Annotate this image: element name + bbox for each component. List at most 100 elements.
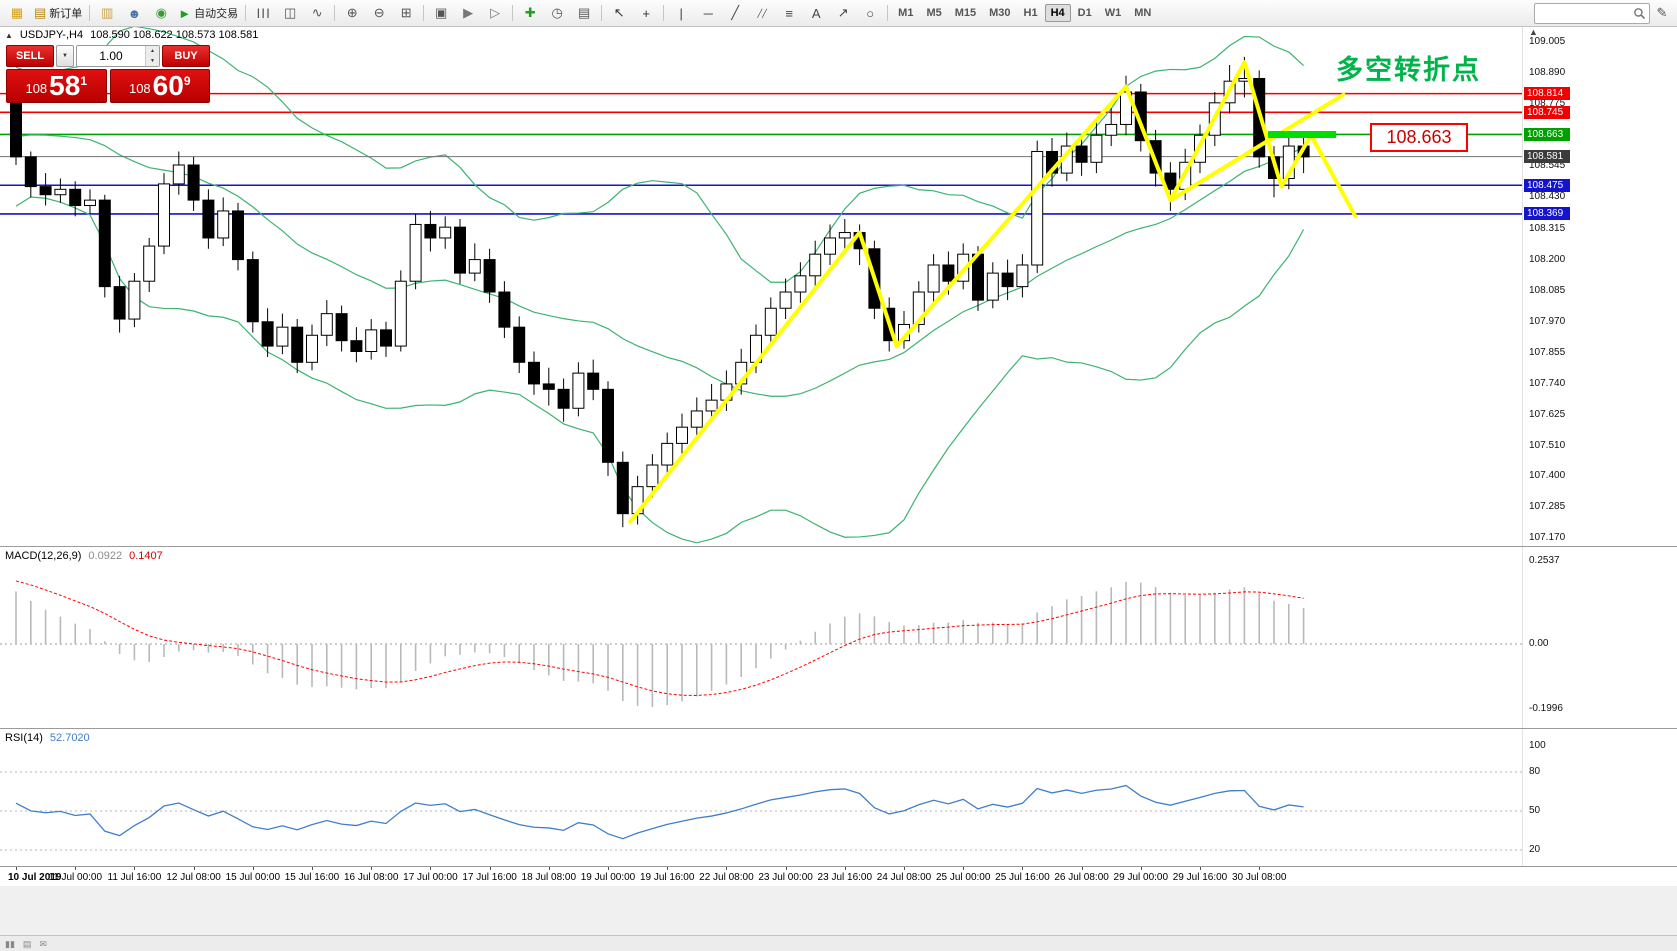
volume-box: ▲ ▼ (76, 45, 160, 67)
price-axis[interactable]: 109.005108.890108.775108.660108.545108.4… (1522, 26, 1677, 546)
line-chart-mode-icon[interactable]: ∿ (304, 3, 330, 23)
time-tick (252, 867, 254, 870)
time-label: 30 Jul 08:00 (1231, 872, 1287, 883)
trendline-icon[interactable]: ╱ (722, 3, 748, 23)
new-order-button[interactable]: ▤ 新订单 (31, 3, 85, 23)
timeframe-w1-button[interactable]: W1 (1104, 7, 1122, 19)
channel-icon[interactable]: ╱╱ (749, 3, 775, 23)
arrows-tool-icon[interactable]: ↗ (830, 3, 856, 23)
time-tick (75, 867, 77, 870)
chart-annotation-text[interactable]: 多空转折点 (1336, 55, 1481, 85)
time-tick (430, 867, 432, 870)
price-level-callout[interactable]: 108.663 (1370, 123, 1468, 152)
price-pane[interactable]: 109.005108.890108.775108.660108.545108.4… (0, 26, 1677, 546)
time-label: 22 Jul 08:00 (699, 872, 754, 883)
rsi-pane[interactable]: 100 80 50 20 RSI(14) 52.7020 (0, 728, 1677, 867)
macd-chart-canvas[interactable] (0, 547, 1522, 728)
periods-icon[interactable]: ◷ (544, 3, 570, 23)
timeframe-h4-button[interactable]: H4 (1044, 4, 1071, 22)
auto-scroll-icon[interactable]: ▷ (482, 3, 508, 23)
mailbox-icon[interactable]: ✉ (39, 938, 47, 949)
candlestick-mode-icon[interactable]: ◫ (277, 3, 303, 23)
rsi-header: RSI(14) 52.7020 (5, 732, 90, 744)
volume-input[interactable] (77, 46, 145, 66)
collapse-arrow-icon[interactable]: ▲ (5, 30, 13, 40)
zoom-in-icon[interactable]: ⊕ (339, 3, 365, 23)
horizontal-line-icon[interactable]: ─ (695, 3, 721, 23)
price-chart-canvas[interactable] (0, 26, 1522, 546)
buy-price-button[interactable]: 108 60 9 (109, 69, 210, 103)
templates-icon[interactable]: ▤ (571, 3, 597, 23)
search-icon (1633, 7, 1646, 20)
rsi-value: 52.7020 (49, 732, 90, 744)
connection-icon[interactable]: ▮▮ (5, 938, 15, 949)
macd-axis[interactable]: 0.2537 0.00 -0.1996 (1522, 547, 1677, 729)
macd-signal-value: 0.1407 (129, 550, 163, 562)
price-tag: 108.475 (1524, 178, 1570, 192)
scroll-to-end-icon[interactable]: ▲ (1529, 27, 1538, 37)
axis-label: -0.1996 (1529, 703, 1563, 714)
arrange-icon[interactable]: ▣ (428, 3, 454, 23)
timeframe-d1-button[interactable]: D1 (1077, 7, 1092, 19)
refresh-icon-glyph: ◉ (155, 5, 167, 20)
toolbar: ▦ ▤ 新订单 ▥ ☻ ◉ ► 自动交易 ┃┃┃ ◫ ∿ ⊕ ⊖ ⊞ ▣ ▶ ▷ ✚ ◷ ▤ ↖ + | ─ ╱ ╱╱ ≡ A ↗ ○ M1… (0, 0, 1677, 27)
fibonacci-icon-glyph: ≡ (785, 5, 793, 21)
timeframe-m1-button[interactable]: M1 (898, 7, 914, 19)
fibonacci-icon[interactable]: ≡ (776, 3, 802, 23)
charts-icon[interactable]: ▥ (94, 3, 120, 23)
chart-window[interactable]: 109.005108.890108.775108.660108.545108.4… (0, 26, 1677, 887)
time-label: 25 Jul 16:00 (995, 872, 1050, 883)
shift-chart-icon[interactable]: ▶ (455, 3, 481, 23)
zoom-out-icon[interactable]: ⊖ (366, 3, 392, 23)
macd-pane[interactable]: 0.2537 0.00 -0.1996 MACD(12,26,9) 0.0922 0… (0, 546, 1677, 729)
shapes-tool-icon[interactable]: ○ (857, 3, 883, 23)
price-tag: 108.369 (1524, 207, 1570, 221)
profile-icon[interactable]: ▤ (22, 938, 32, 949)
crosshair-icon[interactable]: + (633, 3, 659, 23)
axis-label: 108.890 (1529, 67, 1566, 79)
time-label: 25 Jul 00:00 (935, 872, 991, 883)
time-tick (1022, 867, 1024, 870)
volume-dropdown-button[interactable]: ▼ (56, 45, 74, 67)
macd-main-value: 0.0922 (88, 550, 123, 562)
rsi-chart-canvas[interactable] (0, 729, 1522, 866)
cursor-icon[interactable]: ↖ (606, 3, 632, 23)
sell-price-button[interactable]: 108 58 1 (6, 69, 107, 103)
time-label: 23 Jul 00:00 (758, 872, 813, 883)
auto-scroll-icon-glyph: ▷ (490, 5, 501, 20)
refresh-icon[interactable]: ◉ (148, 3, 174, 23)
time-tick (1081, 867, 1083, 870)
trendline-icon-glyph: ╱ (731, 5, 740, 20)
symbol-timeframe: USDJPY-,H4 (19, 29, 84, 41)
volume-up-icon[interactable]: ▲ (146, 46, 159, 56)
timeframe-m5-button[interactable]: M5 (926, 7, 942, 19)
axis-label: 0.2537 (1529, 555, 1560, 566)
sell-button[interactable]: SELL (6, 45, 54, 67)
volume-down-icon[interactable]: ▼ (146, 56, 159, 66)
time-label: 23 Jul 16:00 (817, 872, 873, 883)
rsi-axis[interactable]: 100 80 50 20 (1522, 729, 1677, 867)
time-axis[interactable]: 10 Jul 2019 11 Jul 00:00 11 Jul 16:00 12 Ju… (0, 866, 1677, 887)
search-box[interactable] (1534, 2, 1650, 24)
text-tool-icon[interactable]: A (803, 3, 829, 23)
indicators-icon[interactable]: ✚ (517, 3, 543, 23)
profiles-icon[interactable]: ☻ (121, 3, 147, 23)
axis-label: 50 (1529, 805, 1541, 816)
edit-pencil-button[interactable]: ✎ (1656, 5, 1668, 20)
search-input[interactable] (1538, 6, 1633, 20)
vertical-line-icon[interactable]: | (668, 3, 694, 23)
timeframe-m15-button[interactable]: M15 (954, 7, 977, 19)
time-tick (608, 867, 609, 870)
autotrading-button[interactable]: ► 自动交易 (175, 3, 241, 23)
timeframe-h1-button[interactable]: H1 (1023, 7, 1038, 19)
autotrading-button-label: 自动交易 (194, 8, 239, 20)
tile-windows-icon[interactable]: ⊞ (393, 3, 419, 23)
app-logo-icon[interactable]: ▦ (4, 3, 30, 23)
buy-button[interactable]: BUY (162, 45, 210, 67)
periods-icon-glyph: ◷ (551, 5, 563, 20)
bar-chart-mode-icon[interactable]: ┃┃┃ (250, 3, 276, 23)
sell-price-sup: 1 (80, 74, 88, 88)
timeframe-mn-button[interactable]: MN (1134, 7, 1152, 19)
timeframe-m30-button[interactable]: M30 (989, 7, 1011, 19)
